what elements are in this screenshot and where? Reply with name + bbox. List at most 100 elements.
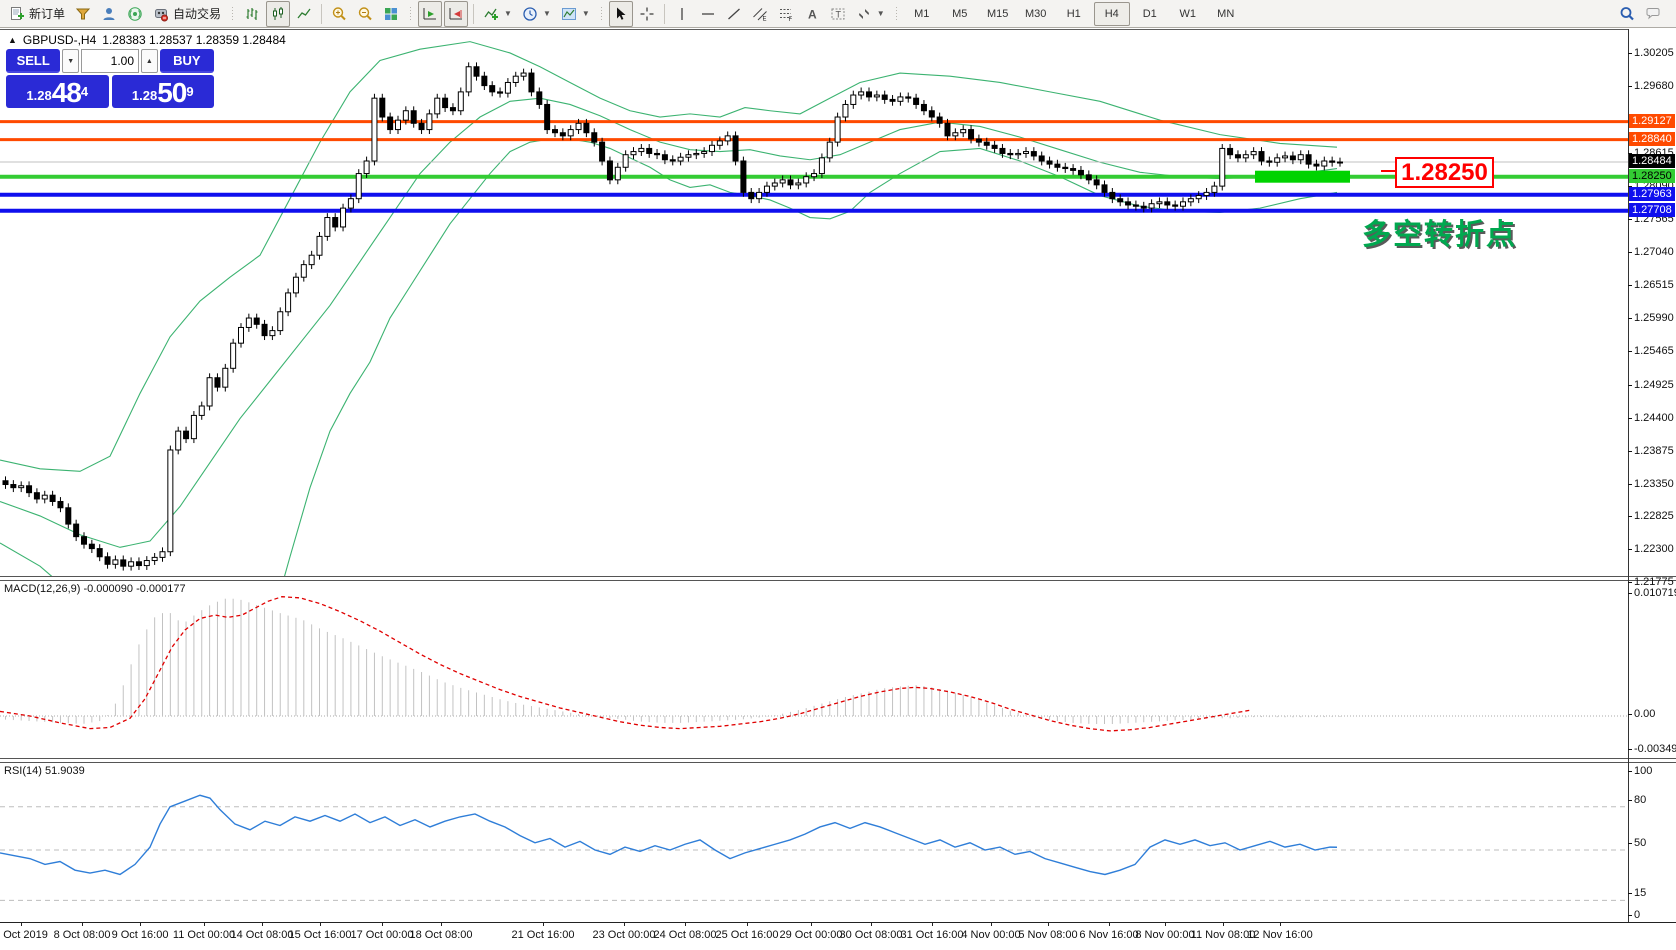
cursor-icon (613, 6, 629, 22)
dropdown-caret-icon[interactable]: ▼ (504, 9, 512, 18)
time-tick (21, 922, 22, 926)
axis-tick (1628, 152, 1632, 154)
axis-tick (1628, 384, 1632, 386)
bollinger-middle-band (0, 97, 1338, 548)
zoom-in-button[interactable] (327, 1, 351, 27)
zoom-in-icon (331, 6, 347, 22)
equidistant-channel-button[interactable]: E (748, 1, 772, 27)
price-callout-box[interactable]: 1.28250 (1395, 157, 1494, 188)
rsi-chart-svg (0, 794, 1628, 901)
arrows-button[interactable]: ▼ (852, 1, 889, 27)
rsi-axis-label: 100 (1634, 765, 1653, 777)
bar-chart-button[interactable] (240, 1, 264, 27)
timeframe-m5-button[interactable]: M5 (952, 7, 968, 20)
trendline-button[interactable] (722, 1, 746, 27)
periods-button[interactable]: ▼ (518, 1, 555, 27)
signals-button[interactable] (123, 1, 147, 27)
line-chart-button[interactable] (292, 1, 316, 27)
candlestick-icon (270, 6, 286, 22)
vertical-line-button[interactable] (670, 1, 694, 27)
time-label: 8 Nov 00:00 (1135, 929, 1195, 941)
toolbar-right-group (1614, 1, 1666, 27)
timeframe-mn-button[interactable]: MN (1217, 7, 1235, 20)
fibonacci-button[interactable]: F (774, 1, 798, 27)
new-order-button[interactable]: 新订单 (5, 1, 69, 27)
panel-separator[interactable] (0, 576, 1676, 581)
sell-price-main: 48 (51, 77, 82, 108)
chart-shift-button[interactable] (444, 0, 469, 27)
timeframe-h4-button[interactable]: H4 (1093, 1, 1130, 26)
buy-price-display[interactable]: 1.28 50 9 (111, 75, 214, 108)
tile-windows-icon (383, 6, 399, 22)
toolbar-separator (597, 3, 605, 24)
support-highlight-bar[interactable] (1255, 170, 1350, 183)
main-chart-svg[interactable] (0, 30, 1628, 718)
svg-text:T: T (835, 9, 841, 19)
toolbar-divider (321, 3, 323, 24)
time-tick (871, 922, 872, 926)
macd-panel[interactable]: MACD(12,26,9) -0.000090 -0.000177 (0, 581, 1628, 758)
dropdown-caret-icon[interactable]: ▼ (542, 9, 551, 18)
new-order-icon (9, 6, 25, 22)
time-label: 12 Nov 16:00 (1247, 929, 1313, 941)
horizontal-line-button[interactable] (696, 1, 720, 27)
autotrading-button[interactable]: 自动交易 (149, 1, 225, 27)
buy-button[interactable]: BUY (159, 49, 214, 73)
profiles-button[interactable] (97, 1, 121, 27)
sell-price-display[interactable]: 1.28 48 4 (6, 75, 109, 108)
toolbar-separator (407, 3, 415, 24)
volume-input[interactable] (81, 49, 139, 73)
panel-separator[interactable] (0, 758, 1676, 763)
tile-windows-button[interactable] (379, 1, 403, 27)
time-label: 25 Oct 16:00 (715, 929, 779, 941)
price-badge-1.28840: 1.28840 (1629, 131, 1675, 146)
symbol-period-label: GBPUSD-,H4 (22, 33, 97, 47)
market-watch-button[interactable] (71, 1, 95, 27)
main-chart-panel[interactable] (0, 29, 1628, 718)
templates-button[interactable]: ▼ (557, 1, 594, 27)
auto-scroll-button[interactable] (418, 0, 443, 27)
timeframe-m1-button[interactable]: M1 (914, 7, 930, 20)
rsi-axis-label: 0 (1634, 909, 1641, 921)
timeframe-m30-button[interactable]: M30 (1025, 7, 1047, 20)
axis-tick (1628, 85, 1632, 87)
time-tick (441, 922, 442, 926)
price-tick-label: 1.24400 (1634, 411, 1674, 424)
price-tick-label: 1.26515 (1634, 278, 1674, 291)
volume-up-button[interactable]: ▲ (141, 49, 158, 73)
price-tick-label: 1.23875 (1634, 444, 1674, 457)
dropdown-caret-icon[interactable]: ▼ (876, 9, 885, 18)
time-tick (543, 922, 544, 926)
timeframe-d1-button[interactable]: D1 (1142, 7, 1157, 20)
text-button[interactable]: A (800, 1, 824, 27)
timeframe-m15-button[interactable]: M15 (987, 7, 1009, 20)
chat-button[interactable] (1641, 1, 1665, 27)
collapse-panel-icon[interactable]: ▲ (8, 35, 17, 45)
time-label: 6 Nov 16:00 (1079, 929, 1139, 941)
channel-icon: E (752, 6, 768, 22)
axis-tick (1628, 350, 1632, 352)
search-button[interactable] (1615, 1, 1639, 27)
indicators-button[interactable]: ▼ (479, 1, 516, 27)
sell-button[interactable]: SELL (6, 49, 61, 73)
rsi-panel[interactable]: RSI(14) 51.9039 (0, 763, 1628, 922)
chart-title: ▲ GBPUSD-,H4 1.28383 1.28537 1.28359 1.2… (8, 33, 286, 47)
macd-chart-svg (0, 596, 1628, 732)
timeframe-w1-button[interactable]: W1 (1179, 7, 1196, 20)
axis-tick (1628, 52, 1632, 54)
time-label: 11 Nov 08:00 (1190, 929, 1256, 941)
dropdown-caret-icon[interactable]: ▼ (581, 9, 590, 18)
timeframe-h1-button[interactable]: H1 (1066, 7, 1081, 20)
axis-tick (1628, 893, 1632, 894)
toolbar-separator (229, 3, 237, 24)
time-label: 5 Nov 08:00 (1018, 929, 1078, 941)
time-axis[interactable] (0, 922, 1676, 950)
candlestick-chart-button[interactable] (266, 0, 291, 27)
cursor-button[interactable] (608, 0, 633, 27)
crosshair-button[interactable] (635, 1, 659, 27)
zoom-out-button[interactable] (353, 1, 377, 27)
text-label-button[interactable]: T (826, 1, 850, 27)
time-label: 15 Oct 16:00 (288, 929, 352, 941)
chart-annotation-text[interactable]: 多空转折点 (1362, 219, 1518, 251)
volume-down-button[interactable]: ▼ (62, 49, 79, 73)
